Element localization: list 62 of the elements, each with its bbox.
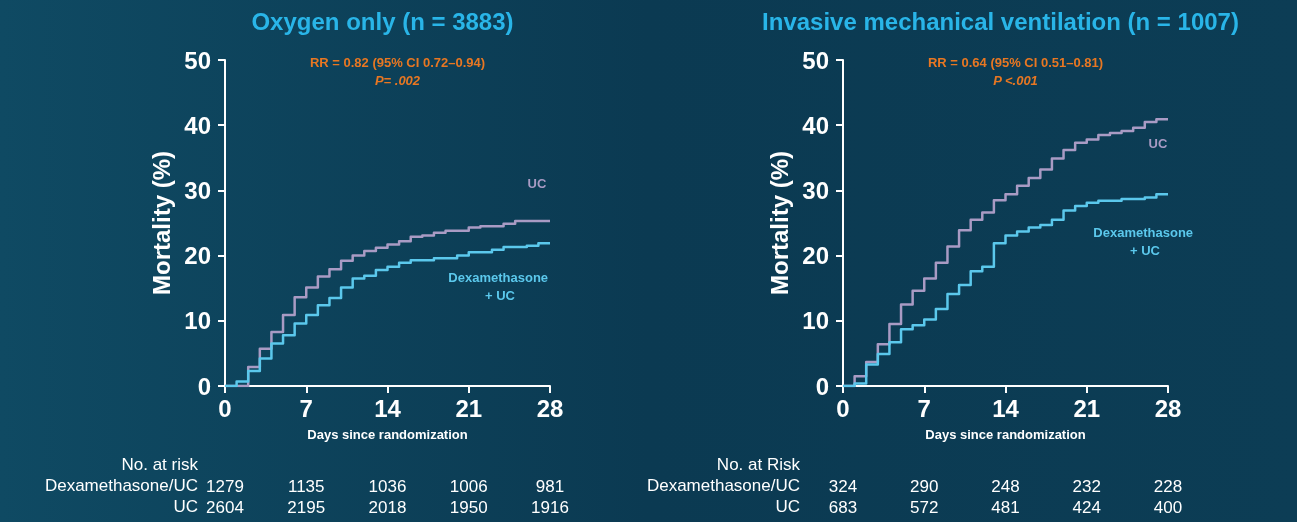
x-tick-label: 0 <box>836 394 850 422</box>
x-axis-title: Days since randomization <box>307 427 468 442</box>
y-tick-label: 0 <box>815 372 829 400</box>
annotation: P= .002 <box>374 73 421 88</box>
series-label: Dexamethasone + UC <box>1093 224 1197 258</box>
y-tick-label: 40 <box>802 111 829 139</box>
x-tick-label: 21 <box>455 394 483 422</box>
text: 2604 <box>206 498 244 517</box>
y-tick-label: 10 <box>184 307 211 335</box>
text: 324 <box>828 477 858 496</box>
text: No. at risk <box>121 455 199 474</box>
chart-title: Invasive mechanical ventilation (n = 1007) <box>762 7 1239 35</box>
series-label: UC <box>1148 135 1168 151</box>
x-tick-label: 0 <box>218 394 232 422</box>
text: 1916 <box>531 498 569 517</box>
y-tick-label: 50 <box>184 46 211 74</box>
y-tick-label: 20 <box>802 242 829 270</box>
x-tick-label: 7 <box>299 394 313 422</box>
chart-title: Oxygen only (n = 3883) <box>251 7 514 35</box>
y-tick-label: 30 <box>184 176 211 204</box>
text: 1279 <box>206 477 244 496</box>
text: 228 <box>1153 477 1183 496</box>
y-tick-label: 10 <box>802 307 829 335</box>
text: UC <box>527 175 547 191</box>
text: Dexamethasone/UC <box>44 476 198 495</box>
x-tick-label: 14 <box>374 394 402 422</box>
x-tick-label: 28 <box>536 394 564 422</box>
y-tick-label: 0 <box>197 372 211 400</box>
x-tick-label: 28 <box>1154 394 1182 422</box>
y-axis-title: Mortality (%) <box>765 151 793 295</box>
y-tick-label: 50 <box>802 46 829 74</box>
x-axis-title: Days since randomization <box>925 427 1086 442</box>
y-tick-label: 40 <box>184 111 211 139</box>
text: 683 <box>828 498 858 517</box>
series-label: Dexamethasone + UC <box>448 269 552 303</box>
x-tick-label: 14 <box>992 394 1020 422</box>
text: 400 <box>1153 498 1183 517</box>
y-tick-label: 20 <box>184 242 211 270</box>
text: 232 <box>1072 477 1101 496</box>
text: 1135 <box>287 477 325 496</box>
x-tick-label: 7 <box>917 394 931 422</box>
annotation: RR = 0.64 (95% CI 0.51–0.81) <box>927 55 1104 70</box>
y-axis-title: Mortality (%) <box>147 151 175 295</box>
text: Dexamethasone/UC <box>646 476 800 495</box>
text: 248 <box>991 477 1020 496</box>
annotation: RR = 0.82 (95% CI 0.72–0.94) <box>309 55 486 70</box>
text: 2195 <box>287 498 326 517</box>
text: UC <box>173 497 198 516</box>
text: 424 <box>1072 498 1101 517</box>
text: 2018 <box>368 498 407 517</box>
text: No. at Risk <box>716 455 801 474</box>
text: 1950 <box>449 498 488 517</box>
annotation: P <.001 <box>993 73 1038 88</box>
text: 290 <box>910 477 939 496</box>
text: 1036 <box>368 477 407 496</box>
text: 981 <box>535 477 565 496</box>
x-tick-label: 21 <box>1073 394 1101 422</box>
text: UC <box>775 497 800 516</box>
text: 481 <box>991 498 1020 517</box>
text: 1006 <box>449 477 488 496</box>
text: 572 <box>910 498 939 517</box>
y-tick-label: 30 <box>802 176 829 204</box>
